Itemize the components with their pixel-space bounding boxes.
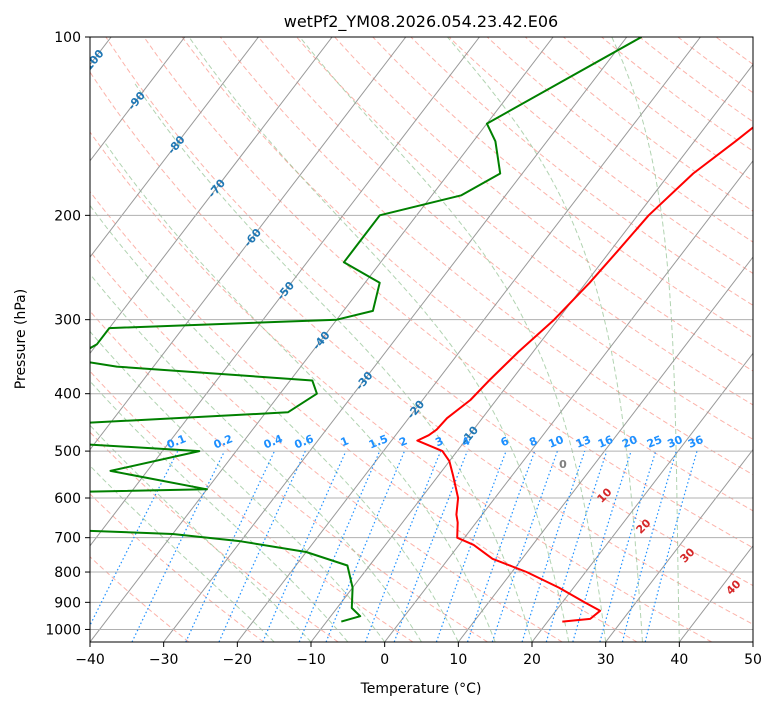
x-tick-label: 0: [380, 652, 389, 668]
y-tick-label: 400: [54, 387, 81, 403]
x-axis-title: Temperature (°C): [360, 681, 482, 697]
x-tick-label: 40: [670, 652, 688, 668]
x-tick-label: −40: [75, 652, 105, 668]
y-tick-label: 100: [54, 30, 81, 46]
x-tick-label: −30: [149, 652, 179, 668]
y-tick-label: 200: [54, 208, 81, 224]
y-tick-label: 600: [54, 491, 81, 507]
y-tick-label: 500: [54, 444, 81, 460]
y-tick-label: 800: [54, 565, 81, 581]
y-tick-label: 1000: [45, 622, 81, 638]
y-tick-label: 300: [54, 313, 81, 329]
x-tick-label: −10: [296, 652, 326, 668]
x-tick-label: 20: [523, 652, 541, 668]
y-axis-title: Pressure (hPa): [13, 289, 29, 389]
x-tick-label: 50: [744, 652, 762, 668]
x-tick-label: −20: [223, 652, 253, 668]
x-tick-label: 10: [449, 652, 467, 668]
zero-label: 0: [559, 458, 567, 471]
y-tick-label: 700: [54, 531, 81, 547]
chart-title: wetPf2_YM08.2026.054.23.42.E06: [284, 12, 558, 32]
y-tick-label: 900: [54, 595, 81, 611]
x-tick-label: 30: [597, 652, 615, 668]
